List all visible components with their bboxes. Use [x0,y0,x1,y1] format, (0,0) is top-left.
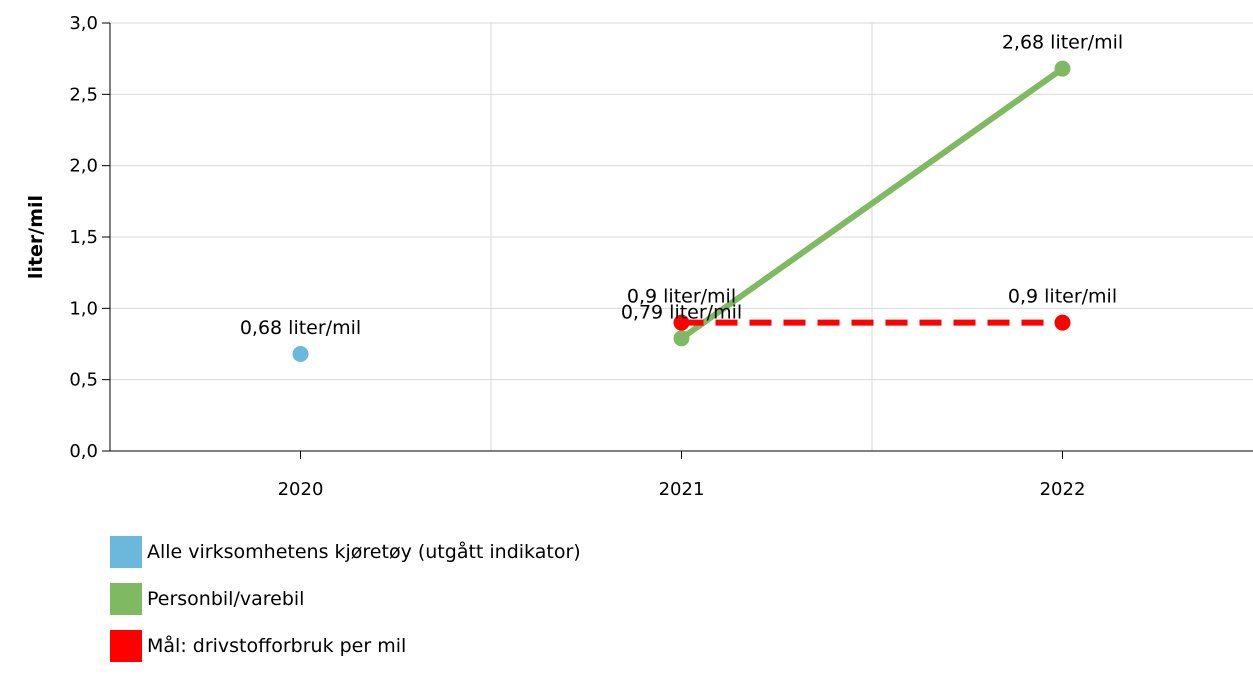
legend-label: Mål: drivstofforbruk per mil [147,635,407,657]
legend-swatch-icon [110,536,142,568]
data-point-2 [673,314,690,331]
data-label-0: 0,68 liter/mil [240,317,361,339]
y-tick-label: 0,0 [69,441,98,462]
series-line-1 [679,66,1065,341]
legend-item-personbil-varebil[interactable]: Personbil/varebil [110,583,581,615]
data-point-1 [1054,60,1071,77]
legend-label: Alle virksomhetens kjøretøy (utgått indi… [147,541,581,563]
y-tick-label: 1,0 [69,298,98,319]
data-point-0 [292,345,309,362]
legend-item-mal-drivstofforbruk[interactable]: Mål: drivstofforbruk per mil [110,630,581,662]
legend-label: Personbil/varebil [147,588,305,610]
legend-swatch-icon [110,630,142,662]
x-tick-label: 2020 [278,479,324,500]
y-tick-label: 0,5 [69,370,98,391]
y-tick-label: 3,0 [69,13,98,34]
data-label-1: 0,79 liter/mil [621,301,742,323]
y-tick-label: 2,0 [69,156,98,177]
legend-item-alle-virksomhetens[interactable]: Alle virksomhetens kjøretøy (utgått indi… [110,536,581,568]
y-tick-label: 2,5 [69,84,98,105]
data-label-2: 0,9 liter/mil [627,286,736,308]
data-point-2 [1054,314,1071,331]
data-point-1 [673,330,690,347]
y-tick-label: 1,5 [69,227,98,248]
legend-swatch-icon [110,583,142,615]
legend: Alle virksomhetens kjøretøy (utgått indi… [110,536,581,677]
x-tick-label: 2022 [1040,479,1086,500]
y-axis-title: liter/mil [25,195,47,279]
x-tick-label: 2021 [659,479,705,500]
data-label-1: 2,68 liter/mil [1002,32,1123,54]
data-label-2: 0,9 liter/mil [1008,286,1117,308]
